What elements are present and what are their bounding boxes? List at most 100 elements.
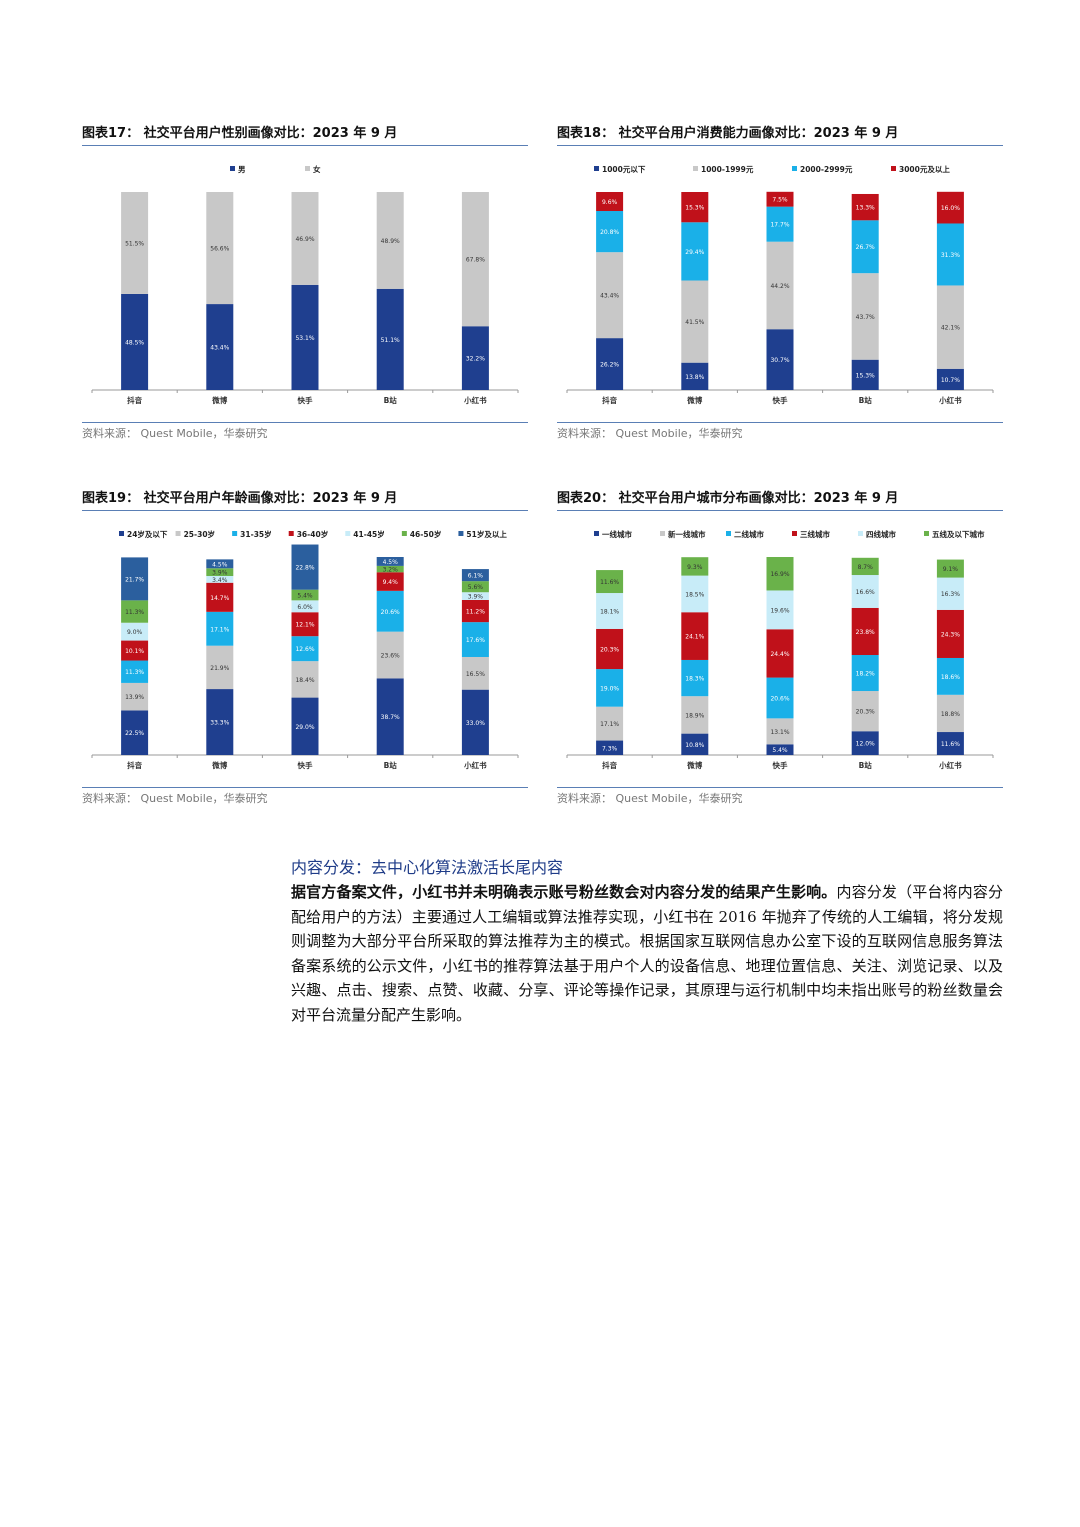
data-label: 4.5%	[212, 561, 228, 568]
chart-source: 资料来源： Quest Mobile，华泰研究	[557, 422, 1003, 442]
bar-segment	[596, 570, 624, 594]
x-tick-label: 微博	[686, 395, 702, 405]
data-label: 4.5%	[383, 559, 399, 566]
chart-source: 资料来源： Quest Mobile，华泰研究	[82, 422, 528, 442]
data-label: 38.7%	[381, 714, 400, 721]
data-label: 9.6%	[602, 199, 618, 206]
data-label: 17.1%	[210, 626, 229, 633]
bar-segment	[461, 622, 489, 657]
legend-swatch	[594, 531, 599, 536]
bar-segment	[681, 192, 709, 223]
data-label: 18.1%	[600, 608, 619, 615]
legend-label: 46-50岁	[410, 529, 442, 539]
bar-segment	[681, 557, 709, 576]
legend-label: 男	[238, 165, 246, 174]
bar-segment	[121, 192, 149, 294]
x-tick-label: 抖音	[602, 760, 617, 770]
legend-label: 24岁及以下	[127, 529, 168, 539]
x-tick-label: 微博	[211, 395, 227, 405]
bar-segment	[681, 696, 709, 734]
bar-segment	[461, 592, 489, 600]
legend-swatch	[230, 166, 235, 171]
bar-segment	[121, 622, 149, 641]
data-label: 16.9%	[770, 571, 789, 578]
data-label: 17.1%	[600, 721, 619, 728]
x-tick-label: 小红书	[939, 395, 962, 405]
legend-swatch	[305, 166, 310, 171]
legend-swatch	[924, 531, 929, 536]
legend-label: 五线及以下城市	[932, 529, 985, 539]
x-tick-label: B站	[384, 760, 398, 770]
data-label: 3.2%	[383, 567, 399, 574]
chart-20: 图表20： 社交平台用户城市分布画像对比：2023 年 9 月 一线城市 新一线城…	[557, 491, 1003, 807]
data-label: 46.9%	[295, 236, 314, 243]
data-label: 10.7%	[941, 377, 960, 384]
bar-segment	[121, 660, 149, 683]
bar-segment	[376, 678, 404, 755]
chart-title: 图表19： 社交平台用户年龄画像对比：2023 年 9 月	[82, 491, 528, 511]
legend-swatch	[858, 531, 863, 536]
bar-segment	[936, 577, 964, 610]
bar-segment	[936, 732, 964, 755]
data-label: 43.4%	[600, 293, 619, 300]
bar-segment	[766, 677, 794, 719]
data-label: 24.3%	[941, 631, 960, 638]
data-label: 18.5%	[685, 591, 704, 598]
legend-swatch	[288, 531, 294, 536]
data-label: 13.1%	[770, 729, 789, 736]
bar-segment	[596, 192, 624, 212]
data-label: 26.7%	[856, 244, 875, 251]
x-tick-label: B站	[859, 395, 873, 405]
data-label: 21.7%	[125, 576, 144, 583]
data-label: 29.4%	[685, 249, 704, 256]
data-label: 67.8%	[466, 257, 485, 264]
legend-label: 四线城市	[866, 529, 896, 539]
legend-label: 41-45岁	[353, 529, 385, 539]
section-heading: 内容分发：去中心化算法激活长尾内容	[291, 858, 564, 877]
legend-swatch	[232, 531, 238, 536]
data-label: 51.5%	[125, 240, 144, 247]
chart-area: 一线城市 新一线城市 二线城市 三线城市 四线城市 五线及以下城市 7.3% 17.1% 19.…	[557, 511, 1003, 787]
data-label: 56.6%	[210, 246, 229, 253]
data-label: 8.7%	[858, 564, 874, 571]
bar-segment	[596, 706, 624, 741]
bar-segment	[461, 656, 489, 690]
x-tick-label: 抖音	[602, 395, 617, 405]
bar-segment	[596, 211, 624, 253]
bar-segment	[681, 280, 709, 363]
bar-segment	[121, 557, 149, 601]
x-tick-label: B站	[384, 395, 398, 405]
x-tick-label: 抖音	[127, 395, 142, 405]
data-label: 7.3%	[602, 745, 618, 752]
data-label: 41.5%	[685, 319, 704, 326]
bar-segment	[121, 682, 149, 711]
x-tick-label: 快手	[773, 760, 788, 770]
bar-segment	[376, 192, 404, 289]
chart-svg: 24岁及以下 25-30岁 31-35岁 36-40岁 41-45岁 46-50岁 51岁及…	[91, 529, 519, 770]
bar-segment	[596, 252, 624, 339]
data-label: 11.6%	[600, 579, 619, 586]
chart-area: 1000元以下 1000-1999元 2000-2999元 3000元及以上 26.2%…	[557, 146, 1003, 422]
chart-area: 24岁及以下 25-30岁 31-35岁 36-40岁 41-45岁 46-50岁 51岁及…	[82, 511, 528, 787]
data-label: 6.0%	[297, 604, 313, 611]
bar-segment	[206, 192, 234, 305]
legend-label: 2000-2999元	[800, 165, 853, 174]
legend-label: 新一线城市	[668, 529, 706, 539]
bar-segment	[596, 338, 624, 390]
data-label: 17.6%	[466, 637, 485, 644]
bar-segment	[291, 636, 319, 662]
bar-segment	[206, 559, 234, 569]
legend-label: 一线城市	[602, 529, 632, 539]
legend-swatch	[660, 531, 665, 536]
data-label: 18.6%	[941, 674, 960, 681]
chart-source: 资料来源： Quest Mobile，华泰研究	[82, 787, 528, 807]
legend-swatch	[458, 531, 464, 536]
bar-segment	[291, 697, 319, 755]
bar-segment	[766, 590, 794, 630]
legend-swatch	[792, 531, 797, 536]
bar-segment	[681, 575, 709, 613]
data-label: 13.8%	[685, 374, 704, 381]
x-tick-label: 小红书	[464, 395, 487, 405]
data-label: 9.0%	[127, 629, 143, 636]
data-label: 32.2%	[466, 356, 485, 363]
